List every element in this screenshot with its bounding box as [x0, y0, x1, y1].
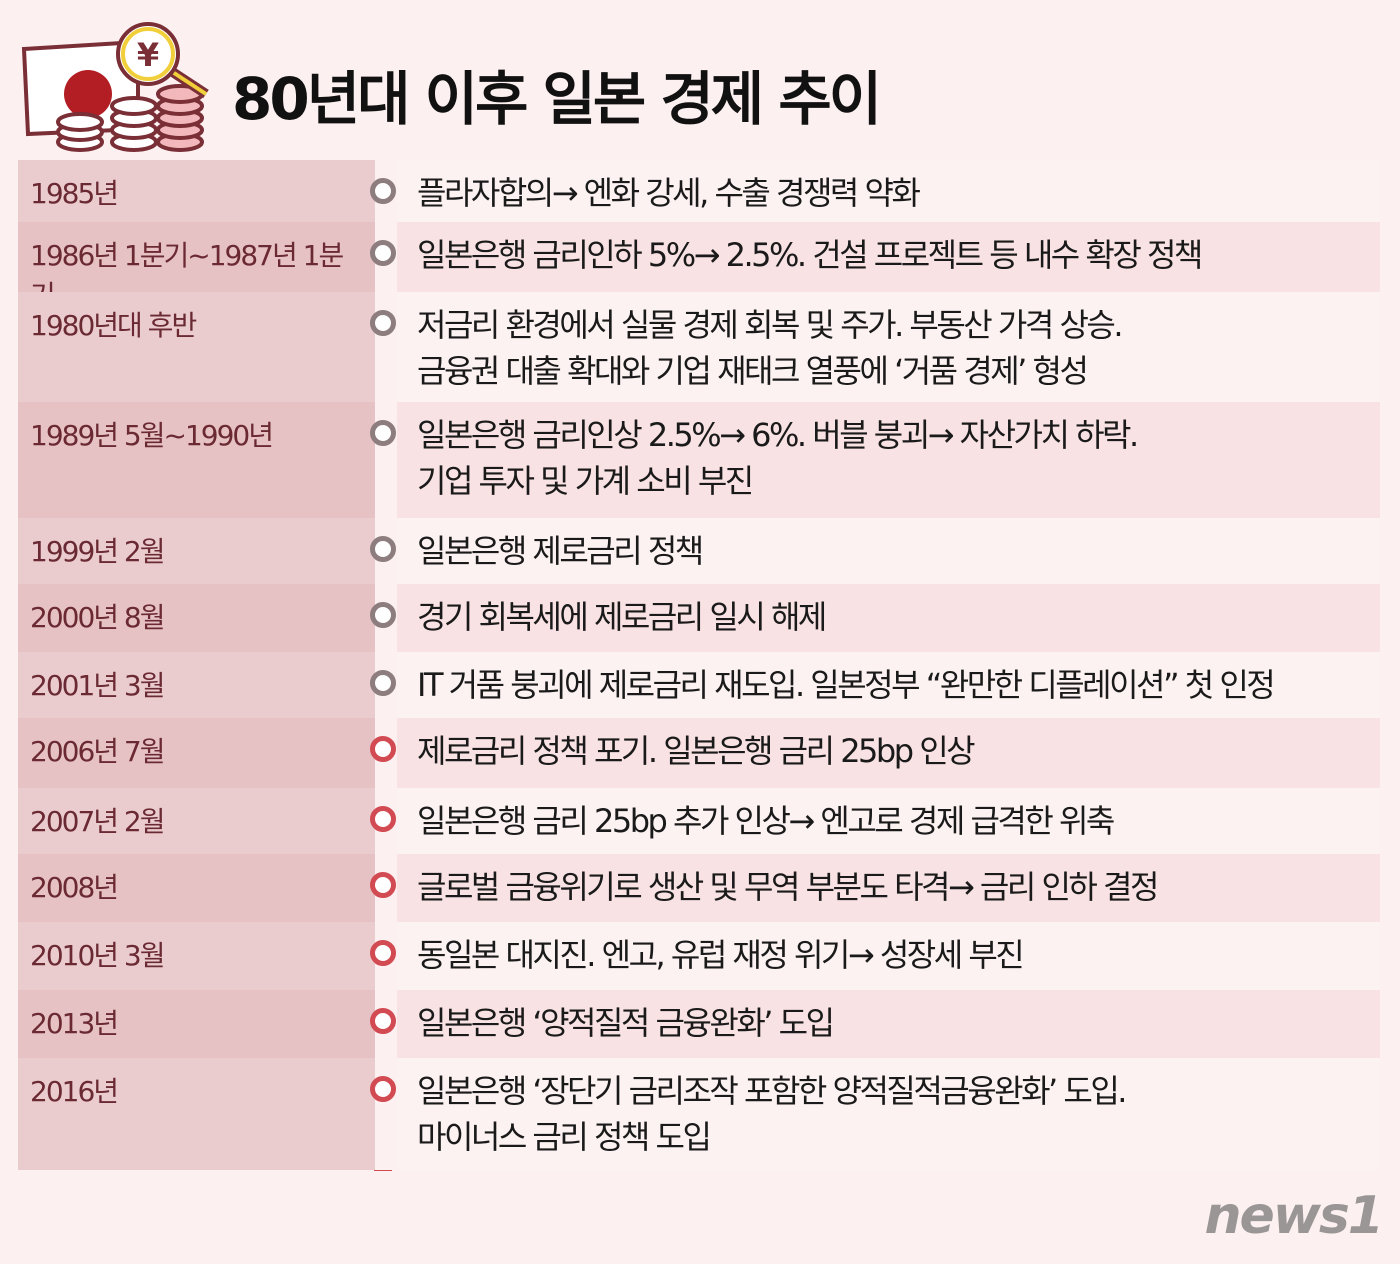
timeline-row: 1985년 플라자합의→ 엔화 강세, 수출 경쟁력 약화: [18, 160, 1380, 222]
event-date: 2016년: [18, 1058, 375, 1170]
event-date: 2001년 3월: [18, 652, 375, 718]
event-text: 일본은행 제로금리 정책: [417, 532, 704, 570]
timeline-row: 1989년 5월~1990년 일본은행 금리인상 2.5%→ 6%. 버블 붕괴→…: [18, 402, 1380, 518]
event-description: 일본은행 ‘장단기 금리조작 포함한 양적질적금융완화’ 도입. 마이너스 금리 …: [397, 1058, 1380, 1170]
timeline-dot-icon: [370, 736, 396, 762]
page-title: 80년대 이후 일본 경제 추이: [232, 65, 882, 133]
event-text: 경기 회복세에 제로금리 일시 해제: [417, 598, 827, 636]
japan-yen-coins-icon: ¥: [21, 22, 209, 152]
event-date: 2007년 2월: [18, 788, 375, 854]
timeline-row: 1986년 1분기~1987년 1분기 일본은행 금리인하 5%→ 2.5%. 건…: [18, 222, 1380, 312]
event-date: 1999년 2월: [18, 518, 375, 584]
event-text: 일본은행 금리 25bp 추가 인상→ 엔고로 경제 급격한 위축: [417, 802, 1115, 840]
event-date: 2000년 8월: [18, 584, 375, 652]
event-description: 플라자합의→ 엔화 강세, 수출 경쟁력 약화: [397, 160, 1380, 222]
event-text: 일본은행 ‘양적질적 금융완화’ 도입: [417, 1004, 835, 1042]
event-description: 경기 회복세에 제로금리 일시 해제: [397, 584, 1380, 652]
event-text-2: 기업 투자 및 가계 소비 부진: [417, 462, 754, 500]
timeline-dot-icon: [370, 178, 396, 204]
event-date: 2008년: [18, 854, 375, 922]
event-description: 동일본 대지진. 엔고, 유럽 재정 위기→ 성장세 부진: [397, 922, 1380, 990]
event-text: 저금리 환경에서 실물 경제 회복 및 주가. 부동산 가격 상승.: [417, 306, 1124, 344]
event-text: 일본은행 금리인하 5%→ 2.5%. 건설 프로젝트 등 내수 확장 정책: [417, 236, 1203, 274]
event-date: 1986년 1분기~1987년 1분기: [18, 222, 375, 312]
timeline-dot-icon: [370, 310, 396, 336]
news1-logo: news1: [1204, 1186, 1384, 1246]
timeline-dot-icon: [370, 420, 396, 446]
event-description: 글로벌 금융위기로 생산 및 무역 부분도 타격→ 금리 인하 결정: [397, 854, 1380, 922]
event-text: IT 거품 붕괴에 제로금리 재도입. 일본정부 “완만한 디플레이션” 첫 인…: [417, 666, 1276, 704]
timeline: 1985년 플라자합의→ 엔화 강세, 수출 경쟁력 약화 1986년 1분기~19…: [18, 160, 1380, 1171]
event-date: 2006년 7월: [18, 718, 375, 788]
event-description: 일본은행 금리 25bp 추가 인상→ 엔고로 경제 급격한 위축: [397, 788, 1380, 854]
event-description: 제로금리 정책 포기. 일본은행 금리 25bp 인상: [397, 718, 1380, 788]
svg-text:¥: ¥: [137, 36, 159, 74]
event-description: 저금리 환경에서 실물 경제 회복 및 주가. 부동산 가격 상승. 금융권 대출…: [397, 292, 1380, 402]
timeline-dot-icon: [370, 1008, 396, 1034]
timeline-dot-icon: [370, 1076, 396, 1102]
event-date: 1989년 5월~1990년: [18, 402, 375, 518]
timeline-row: 2007년 2월 일본은행 금리 25bp 추가 인상→ 엔고로 경제 급격한 위…: [18, 788, 1380, 854]
event-text: 글로벌 금융위기로 생산 및 무역 부분도 타격→ 금리 인하 결정: [417, 868, 1159, 906]
event-text: 동일본 대지진. 엔고, 유럽 재정 위기→ 성장세 부진: [417, 936, 1025, 974]
event-description: 일본은행 금리인하 5%→ 2.5%. 건설 프로젝트 등 내수 확장 정책: [397, 222, 1380, 292]
timeline-dot-icon: [370, 940, 396, 966]
timeline-row: 2010년 3월 동일본 대지진. 엔고, 유럽 재정 위기→ 성장세 부진: [18, 922, 1380, 990]
event-date: 1980년대 후반: [18, 292, 375, 402]
timeline-row: 2016년 일본은행 ‘장단기 금리조작 포함한 양적질적금융완화’ 도입. 마이너…: [18, 1058, 1380, 1170]
event-text: 플라자합의→ 엔화 강세, 수출 경쟁력 약화: [417, 174, 921, 212]
timeline-row: 2000년 8월 경기 회복세에 제로금리 일시 해제: [18, 584, 1380, 652]
timeline-dot-icon: [370, 872, 396, 898]
timeline-row: 2013년 일본은행 ‘양적질적 금융완화’ 도입: [18, 990, 1380, 1058]
event-text: 일본은행 ‘장단기 금리조작 포함한 양적질적금융완화’ 도입.: [417, 1072, 1127, 1110]
event-text: 일본은행 금리인상 2.5%→ 6%. 버블 붕괴→ 자산가치 하락.: [417, 416, 1139, 454]
timeline-row: 2008년 글로벌 금융위기로 생산 및 무역 부분도 타격→ 금리 인하 결정: [18, 854, 1380, 922]
timeline-dot-icon: [370, 602, 396, 628]
event-description: 일본은행 ‘양적질적 금융완화’ 도입: [397, 990, 1380, 1058]
timeline-row: 2006년 7월 제로금리 정책 포기. 일본은행 금리 25bp 인상: [18, 718, 1380, 788]
event-date: 2013년: [18, 990, 375, 1058]
event-description: IT 거품 붕괴에 제로금리 재도입. 일본정부 “완만한 디플레이션” 첫 인…: [397, 652, 1380, 718]
timeline-dot-icon: [370, 536, 396, 562]
timeline-row: 2001년 3월 IT 거품 붕괴에 제로금리 재도입. 일본정부 “완만한 디플…: [18, 652, 1380, 718]
timeline-row: 1999년 2월 일본은행 제로금리 정책: [18, 518, 1380, 584]
event-text-2: 마이너스 금리 정책 도입: [417, 1118, 712, 1156]
event-text-2: 금융권 대출 확대와 기업 재태크 열풍에 ‘거품 경제’ 형성: [417, 352, 1089, 390]
event-date: 2010년 3월: [18, 922, 375, 990]
event-text: 제로금리 정책 포기. 일본은행 금리 25bp 인상: [417, 732, 976, 770]
event-date: 1985년: [18, 160, 375, 222]
timeline-row: 1980년대 후반 저금리 환경에서 실물 경제 회복 및 주가. 부동산 가격 …: [18, 292, 1380, 402]
event-description: 일본은행 금리인상 2.5%→ 6%. 버블 붕괴→ 자산가치 하락. 기업 투자…: [397, 402, 1380, 518]
timeline-dot-icon: [370, 806, 396, 832]
timeline-dot-icon: [370, 240, 396, 266]
event-description: 일본은행 제로금리 정책: [397, 518, 1380, 584]
timeline-dot-icon: [370, 670, 396, 696]
